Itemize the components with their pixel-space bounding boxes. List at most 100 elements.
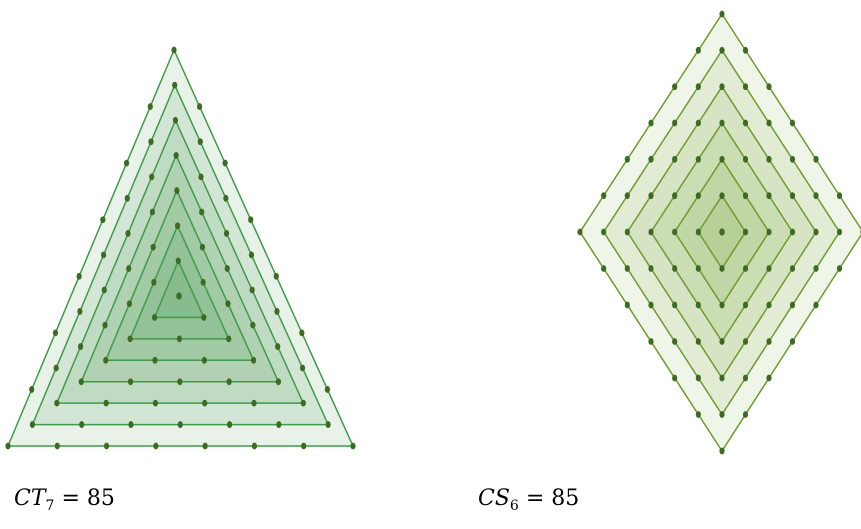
square-dot <box>719 338 725 345</box>
square-dot <box>577 228 583 236</box>
triangle-center-dot <box>176 292 182 300</box>
square-dot <box>742 374 749 382</box>
triangle-dot <box>152 356 158 364</box>
square-dot <box>695 411 701 418</box>
triangle-dot <box>128 421 134 428</box>
square-dot <box>766 374 772 382</box>
square-dot <box>742 338 749 345</box>
triangle-dot <box>177 421 183 428</box>
triangle-dot <box>197 138 203 146</box>
triangle-dot <box>77 343 84 350</box>
triangle-dot <box>127 335 133 343</box>
triangle-dot <box>250 321 256 329</box>
square-dot <box>742 228 749 236</box>
square-dot <box>648 228 654 236</box>
ct-value: = 85 <box>61 486 115 511</box>
triangle-layer-7 <box>6 48 355 447</box>
square-dot <box>719 46 725 54</box>
triangle-dot <box>251 399 257 407</box>
square-center-dot <box>719 228 725 236</box>
cs-value: = 85 <box>525 486 580 511</box>
square-dot <box>672 228 678 236</box>
ct-symbol: CT <box>14 486 46 511</box>
triangle-dot <box>223 194 229 202</box>
square-dot <box>648 301 654 309</box>
square-dot <box>742 265 749 272</box>
square-dot <box>789 119 796 127</box>
square-dot <box>719 374 725 382</box>
triangle-dot <box>299 364 306 372</box>
triangle-dot <box>201 356 207 364</box>
square-dot <box>695 338 701 345</box>
triangle-dot <box>223 230 230 237</box>
square-dot <box>695 301 701 309</box>
triangle-dot <box>148 138 154 146</box>
square-dot <box>624 265 630 272</box>
square-dot <box>648 155 654 163</box>
square-dot <box>742 83 749 91</box>
square-dot <box>742 119 749 127</box>
triangle-dot <box>226 421 233 428</box>
triangle-dot <box>103 399 109 407</box>
triangle-dot <box>248 251 255 259</box>
ct7-label: CT7 = 85 <box>14 486 115 513</box>
square-dot <box>742 46 749 54</box>
triangle-dot <box>103 442 110 450</box>
square-dot <box>601 192 607 200</box>
triangle-dot <box>275 378 282 386</box>
square-dot <box>742 411 749 418</box>
triangle-dot <box>177 378 183 386</box>
square-dot <box>695 265 701 272</box>
triangle-dot <box>54 399 60 407</box>
triangle-dot <box>5 442 11 450</box>
triangle-dot <box>273 272 279 280</box>
square-dot <box>695 46 701 54</box>
triangle-dot <box>224 265 230 272</box>
triangle-dot <box>78 378 84 386</box>
square-dot <box>789 301 796 309</box>
triangle-dot <box>102 321 108 329</box>
square-dot <box>719 155 725 163</box>
triangle-dot <box>275 343 281 350</box>
triangle-dot <box>101 286 107 294</box>
triangle-dot <box>222 159 228 167</box>
square-dot <box>624 228 630 236</box>
triangle-dot <box>126 300 133 308</box>
square-dot <box>695 155 701 163</box>
square-dot <box>695 192 701 200</box>
square-dot <box>719 301 725 309</box>
square-dot <box>672 301 678 309</box>
triangle-dot <box>77 308 83 315</box>
triangle-dot <box>249 286 255 294</box>
square-dot <box>672 119 678 127</box>
square-dot <box>624 301 630 309</box>
triangle-dot <box>123 159 130 167</box>
triangle-dot <box>350 442 356 450</box>
triangle-dot <box>29 386 35 393</box>
square-dot <box>766 119 772 127</box>
triangle-dot <box>171 46 177 54</box>
cs-symbol: CS <box>478 486 510 511</box>
square-dot <box>672 83 678 91</box>
triangle-dot <box>301 442 307 450</box>
square-dot <box>672 374 678 382</box>
square-dot <box>813 301 819 309</box>
triangle-dot <box>202 399 208 407</box>
square-dot <box>789 192 796 200</box>
triangle-dot <box>127 378 134 386</box>
cs-subscript: 6 <box>509 498 519 514</box>
square-dot <box>813 155 819 163</box>
triangle-dot <box>325 421 331 428</box>
triangle-dot <box>100 251 107 259</box>
square-dot <box>601 228 607 236</box>
triangle-dot <box>176 335 183 343</box>
triangle-dot <box>324 386 331 393</box>
triangle-dot <box>76 272 82 280</box>
triangle-dot <box>202 442 208 450</box>
square-dot <box>672 338 678 345</box>
triangle-dot <box>125 230 131 237</box>
triangle-dot <box>152 399 159 407</box>
triangle-dot <box>79 421 85 428</box>
triangle-dot <box>52 329 59 337</box>
